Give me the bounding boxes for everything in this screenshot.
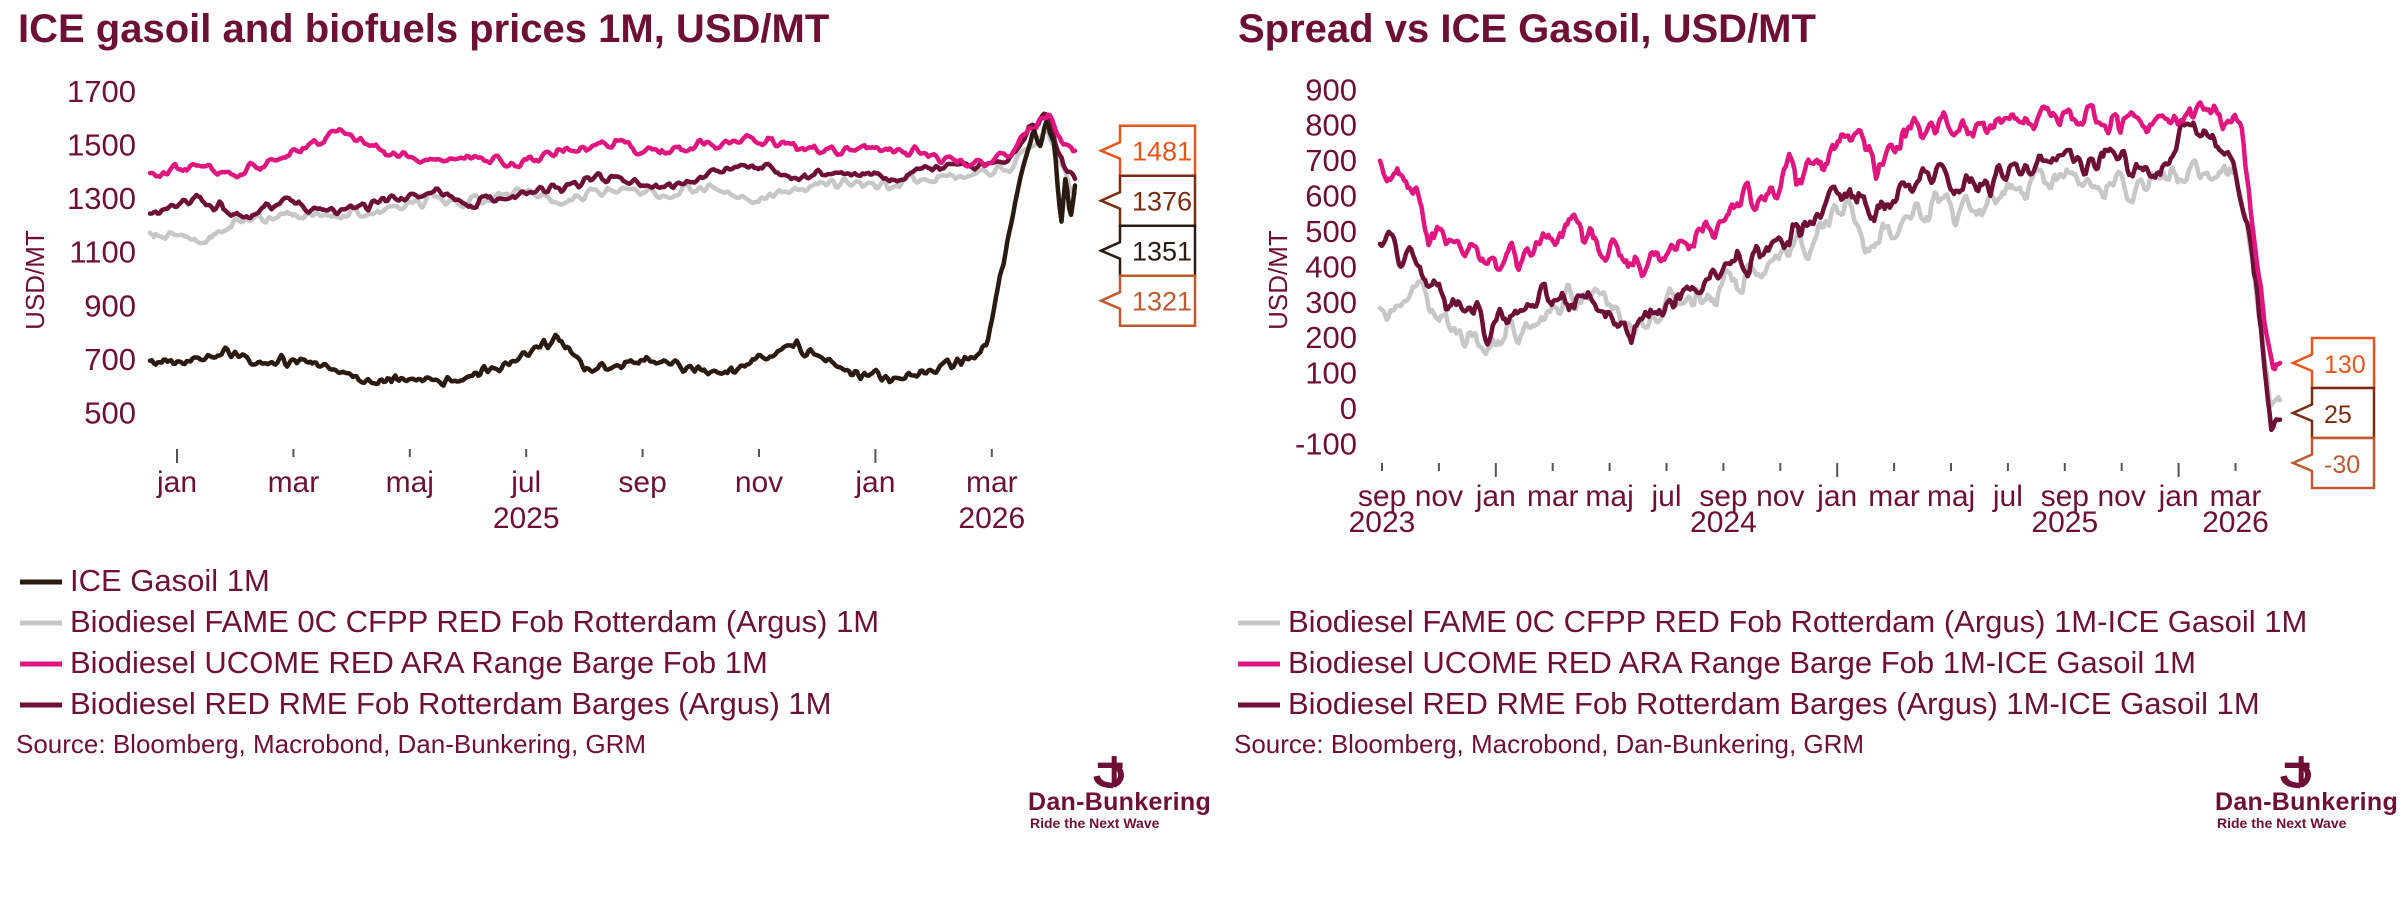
svg-text:2023: 2023 (1349, 506, 1416, 539)
svg-text:jan: jan (1475, 480, 1516, 513)
svg-text:jan: jan (1816, 480, 1857, 513)
svg-text:2026: 2026 (958, 502, 1025, 535)
svg-text:0: 0 (1340, 391, 1357, 426)
svg-text:ICE Gasoil 1M: ICE Gasoil 1M (70, 563, 270, 598)
svg-text:Source: Bloomberg, Macrobond,: Source: Bloomberg, Macrobond, Dan-Bunker… (16, 729, 646, 759)
svg-text:nov: nov (2098, 480, 2146, 513)
svg-text:nov: nov (735, 466, 783, 499)
svg-text:Dan-Bunkering: Dan-Bunkering (1028, 788, 1211, 816)
svg-text:1300: 1300 (67, 181, 136, 216)
svg-text:Dan-Bunkering: Dan-Bunkering (2215, 788, 2398, 816)
svg-text:700: 700 (84, 342, 136, 377)
svg-text:-100: -100 (1295, 426, 1357, 461)
svg-text:jan: jan (2158, 480, 2199, 513)
svg-text:130: 130 (2324, 351, 2366, 379)
svg-text:Ride the Next Wave: Ride the Next Wave (2217, 815, 2347, 831)
svg-text:mar: mar (268, 466, 320, 499)
svg-text:1376: 1376 (1132, 187, 1192, 217)
svg-text:mar: mar (1868, 480, 1920, 513)
svg-text:1481: 1481 (1132, 137, 1192, 167)
svg-text:jul: jul (1650, 480, 1681, 513)
svg-text:USD/MT: USD/MT (1263, 230, 1293, 330)
svg-text:1351: 1351 (1132, 237, 1192, 267)
svg-text:Biodiesel FAME 0C CFPP RED Fob: Biodiesel FAME 0C CFPP RED Fob Rotterdam… (1288, 604, 2307, 639)
svg-text:200: 200 (1305, 320, 1357, 355)
svg-text:900: 900 (1305, 72, 1357, 107)
svg-text:maj: maj (1585, 480, 1633, 513)
svg-text:Biodiesel UCOME RED ARA Range: Biodiesel UCOME RED ARA Range Barge Fob … (70, 645, 768, 680)
svg-text:2024: 2024 (1690, 506, 1757, 539)
svg-text:nov: nov (1756, 480, 1804, 513)
svg-text:700: 700 (1305, 143, 1357, 178)
svg-text:300: 300 (1305, 285, 1357, 320)
svg-text:mar: mar (966, 466, 1018, 499)
svg-text:nov: nov (1415, 480, 1463, 513)
svg-text:jul: jul (510, 466, 541, 499)
svg-text:2025: 2025 (493, 502, 560, 535)
svg-text:1100: 1100 (69, 235, 136, 270)
svg-text:Source: Bloomberg, Macrobond,: Source: Bloomberg, Macrobond, Dan-Bunker… (1234, 729, 1864, 759)
svg-text:Spread vs ICE Gasoil, USD/MT: Spread vs ICE Gasoil, USD/MT (1238, 7, 1816, 51)
svg-text:maj: maj (386, 466, 434, 499)
svg-text:Biodiesel RED RME Fob Rotterda: Biodiesel RED RME Fob Rotterdam Barges (… (1288, 686, 2260, 721)
svg-text:-30: -30 (2324, 451, 2360, 479)
svg-text:Biodiesel RED RME Fob Rotterda: Biodiesel RED RME Fob Rotterdam Barges (… (70, 686, 831, 721)
svg-text:25: 25 (2324, 401, 2352, 429)
svg-text:2026: 2026 (2202, 506, 2269, 539)
svg-text:500: 500 (84, 395, 136, 430)
svg-text:jul: jul (1992, 480, 2023, 513)
svg-text:maj: maj (1927, 480, 1975, 513)
svg-text:800: 800 (1305, 108, 1357, 143)
svg-text:1700: 1700 (67, 74, 136, 109)
svg-text:Biodiesel FAME 0C CFPP RED Fob: Biodiesel FAME 0C CFPP RED Fob Rotterdam… (70, 604, 879, 639)
svg-text:mar: mar (1527, 480, 1579, 513)
svg-text:jan: jan (854, 466, 895, 499)
svg-text:2025: 2025 (2031, 506, 2098, 539)
svg-text:500: 500 (1305, 214, 1357, 249)
svg-text:jan: jan (156, 466, 197, 499)
svg-text:1321: 1321 (1132, 287, 1192, 317)
svg-text:USD/MT: USD/MT (20, 230, 50, 330)
svg-text:400: 400 (1305, 249, 1357, 284)
svg-text:ICE gasoil and biofuels prices: ICE gasoil and biofuels prices 1M, USD/M… (18, 7, 829, 51)
svg-text:sep: sep (618, 466, 666, 499)
svg-text:100: 100 (1305, 356, 1357, 391)
svg-text:900: 900 (84, 288, 136, 323)
svg-text:Ride the Next Wave: Ride the Next Wave (1030, 815, 1160, 831)
svg-text:600: 600 (1305, 179, 1357, 214)
svg-text:Biodiesel UCOME RED ARA Range: Biodiesel UCOME RED ARA Range Barge Fob … (1288, 645, 2196, 680)
svg-text:1500: 1500 (67, 128, 136, 163)
